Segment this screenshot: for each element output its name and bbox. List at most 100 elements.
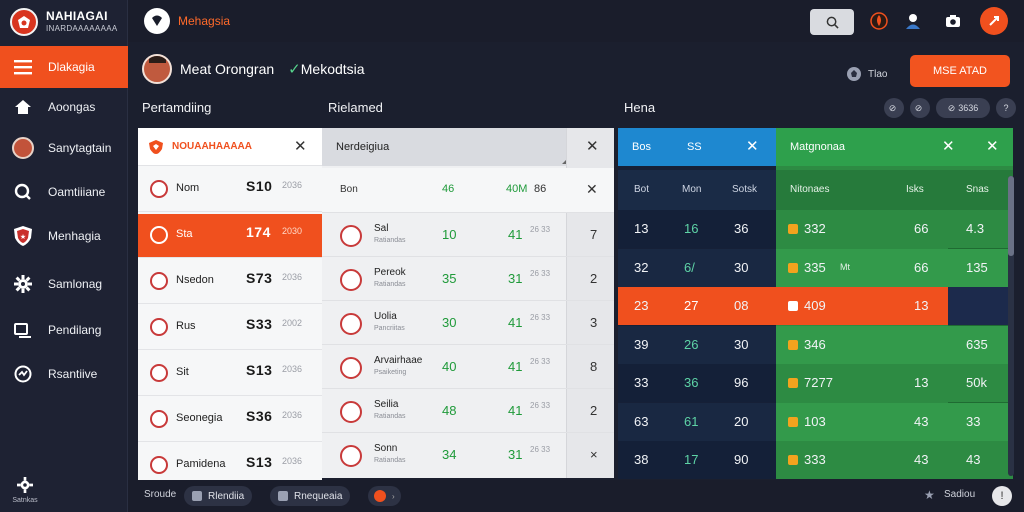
- team-name: Nom: [176, 182, 200, 194]
- match-value-a: 48: [442, 403, 457, 418]
- notification-button[interactable]: [868, 10, 890, 32]
- market-value-b: 66: [914, 221, 929, 236]
- table-row[interactable]: Arvairhaae Psaiketing 40 41 26 33 8: [322, 344, 614, 388]
- close-icon[interactable]: ✕: [586, 138, 599, 155]
- logo-badge-icon: [10, 8, 38, 36]
- table-row[interactable]: Nom S10 2036: [138, 168, 322, 212]
- app-subtitle: INARDAAAAAAAA: [46, 24, 118, 33]
- sidebar-item-oamtiiiane[interactable]: Oamtiiiane: [0, 171, 128, 213]
- match-value-a: 30: [442, 315, 457, 330]
- table-header-row: Nitonaes Isks Snas: [776, 170, 1013, 210]
- close-icon[interactable]: ✕: [986, 138, 999, 155]
- table-row[interactable]: 33 36 96: [618, 364, 776, 402]
- user-info[interactable]: Meat Orongran ✓Mekodtsia: [142, 54, 365, 84]
- table-row[interactable]: 38 17 90: [618, 441, 776, 479]
- info-icon[interactable]: !: [992, 486, 1012, 506]
- sidebar-item-samlonag[interactable]: Samlonag: [0, 263, 128, 305]
- help-button[interactable]: ?: [996, 98, 1016, 118]
- table-row[interactable]: 346 635: [776, 325, 1013, 364]
- scrollbar-thumb[interactable]: [1008, 176, 1014, 256]
- scrollbar[interactable]: [1008, 176, 1014, 476]
- section-title-2: Rielamed: [328, 100, 383, 115]
- close-icon[interactable]: ✕: [294, 138, 307, 155]
- table-row[interactable]: 63 61 20: [618, 402, 776, 441]
- table-row[interactable]: Seilia Ratiandas 48 41 26 33 2: [322, 388, 614, 432]
- stat-value-b: 16: [684, 221, 699, 236]
- market-value-b: 13: [914, 298, 929, 313]
- table-row[interactable]: Rus S33 2002: [138, 306, 322, 350]
- camera-button[interactable]: [942, 10, 964, 32]
- table-row[interactable]: Sonn Ratiandas 34 31 26 33 ×: [322, 432, 614, 476]
- chat-icon: [12, 319, 34, 341]
- table-row[interactable]: Nsedon S73 2036: [138, 260, 322, 304]
- settings-button[interactable]: Satnkas: [8, 477, 42, 504]
- top-bar: Mehagsia: [128, 0, 1024, 42]
- alerts-button[interactable]: [980, 7, 1008, 35]
- sidebar-item-dlakagia[interactable]: Dlakagia: [0, 46, 128, 88]
- sidebar-item-aoongas[interactable]: Aoongas: [0, 86, 128, 128]
- table-row[interactable]: Sta 174 2030: [138, 214, 322, 258]
- table-row[interactable]: 23 27 08: [618, 287, 776, 325]
- match-value-a: 10: [442, 227, 457, 242]
- filter-pill-2[interactable]: ⊘: [910, 98, 930, 118]
- star-icon[interactable]: ★: [924, 488, 935, 502]
- footer-chip-1[interactable]: Rlendiia: [184, 486, 253, 506]
- close-icon[interactable]: ✕: [942, 138, 955, 155]
- table-row[interactable]: 409 13: [776, 287, 948, 325]
- search-button[interactable]: [810, 9, 854, 35]
- brand[interactable]: Mehagsia: [144, 8, 230, 34]
- match-value-a: 35: [442, 271, 457, 286]
- sidebar-item-label: Dlakagia: [48, 60, 95, 74]
- section-title-1: Pertamdiing: [142, 100, 212, 115]
- table-row[interactable]: Seonegia S36 2036: [138, 398, 322, 442]
- sidebar-item-rsantiive[interactable]: Rsantiive: [0, 353, 128, 395]
- table-row[interactable]: 335 Mt 66 135: [776, 248, 1013, 287]
- app-logo[interactable]: NAHIAGAI INARDAAAAAAAA: [8, 6, 124, 40]
- market-value-a: 7277: [804, 375, 833, 390]
- table-row[interactable]: 332 66 4.3: [776, 210, 1013, 248]
- table-row[interactable]: Uolia Pancriitas 30 41 26 33 3: [322, 300, 614, 344]
- team-score: S73: [246, 270, 273, 286]
- table-row[interactable]: 13 16 36: [618, 210, 776, 248]
- table-row[interactable]: 333 43 43: [776, 441, 1013, 479]
- table-row[interactable]: Pereok Ratiandas 35 31 26 33 2: [322, 256, 614, 300]
- sidebar-item-sanytagtain[interactable]: Sanytagtain: [0, 127, 128, 169]
- stat-value-b: 17: [684, 452, 699, 467]
- team-name: Nsedon: [176, 274, 214, 286]
- table-row[interactable]: 32 6/30: [618, 248, 776, 287]
- team-odd: 2036: [282, 410, 303, 420]
- sidebar-item-menhagia[interactable]: ★ Menhagia: [0, 215, 128, 257]
- filter-pill-3[interactable]: ⊘ 3636: [936, 98, 990, 118]
- profile-button[interactable]: [902, 10, 924, 32]
- table-row[interactable]: Sal Ratiandas 10 41 26 33 7: [322, 212, 614, 256]
- panel-header: Nerdeigiua: [322, 128, 614, 166]
- home-icon: [12, 96, 34, 118]
- team-odd: 2036: [282, 180, 303, 190]
- col-header-b: 40M: [506, 183, 528, 195]
- footer-toggle[interactable]: ›: [368, 486, 401, 506]
- footer-chip-2[interactable]: Rnequeaia: [270, 486, 351, 506]
- cta-button[interactable]: MSE ATAD: [910, 55, 1010, 87]
- table-row[interactable]: 39 26 30: [618, 325, 776, 364]
- sidebar-item-pendilang[interactable]: Pendilang: [0, 309, 128, 351]
- filter-pill-label: 3636: [958, 103, 979, 113]
- match-name: Sal: [374, 223, 389, 234]
- filter-icon: ⊘: [947, 102, 956, 113]
- sidebar: NAHIAGAI INARDAAAAAAAA Dlakagia Aoongas …: [0, 0, 128, 512]
- filter-pill-1[interactable]: ⊘: [884, 98, 904, 118]
- status-indicator[interactable]: Tlao: [846, 66, 887, 82]
- table-row[interactable]: Sit S13 2036: [138, 352, 322, 396]
- col-header: Mon: [682, 184, 702, 195]
- match-value-a: 34: [442, 447, 457, 462]
- footer-right-label: Sadiou: [944, 489, 976, 500]
- stat-value-b: 36: [684, 375, 699, 390]
- close-icon[interactable]: ✕: [586, 181, 598, 197]
- market-icon: [788, 378, 798, 388]
- table-row[interactable]: 7277 13 50k: [776, 364, 1013, 402]
- close-icon[interactable]: ✕: [746, 138, 759, 155]
- col-header: Isks: [906, 184, 924, 195]
- menu-icon: [12, 56, 34, 78]
- stat-value-b: 27: [684, 298, 699, 313]
- market-icon: [788, 262, 798, 273]
- table-row[interactable]: 103 43 33: [776, 402, 1013, 441]
